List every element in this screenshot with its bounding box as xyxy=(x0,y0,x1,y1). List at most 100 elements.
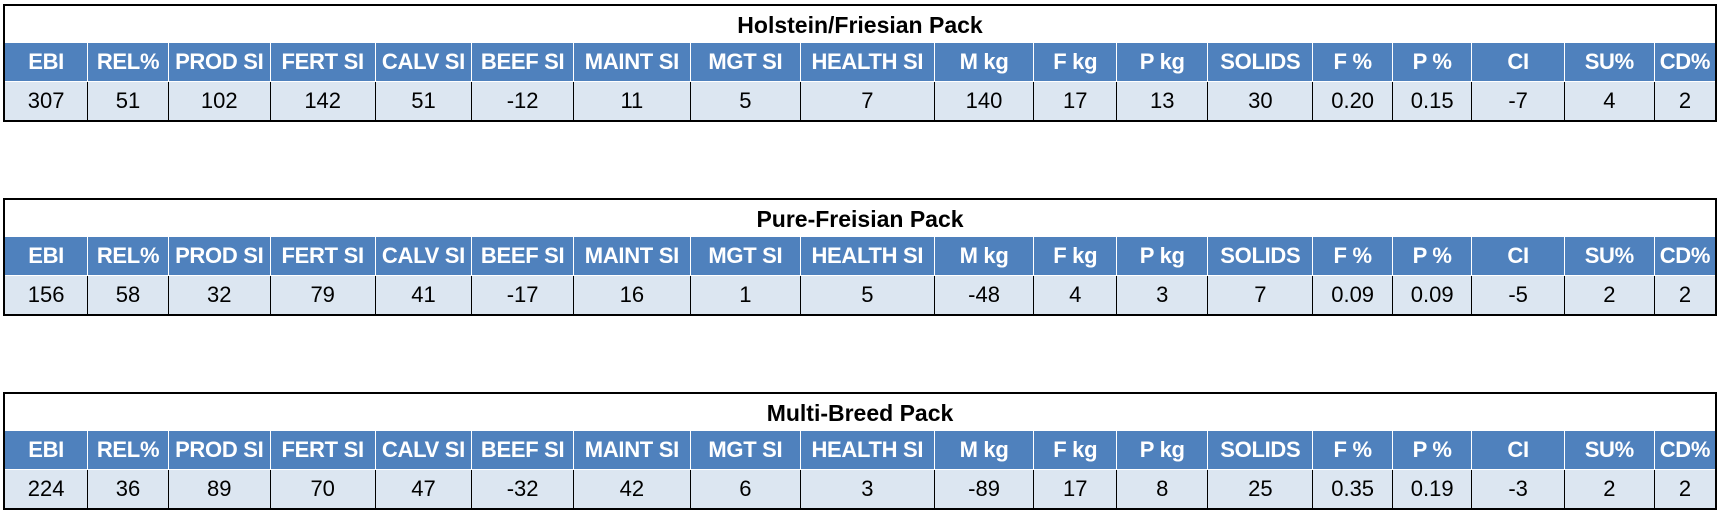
column-header: F % xyxy=(1312,430,1393,470)
value-cell: 6 xyxy=(689,469,801,508)
pack-table: Holstein/Friesian Pack EBI REL% PROD SI FERT… xyxy=(3,4,1717,122)
column-header: F kg xyxy=(1033,236,1117,276)
header-row: EBI REL% PROD SI FERT SI CALV SI BEEF SI MAINT… xyxy=(5,42,1715,82)
pack-values-table: EBI REL% PROD SI FERT SI CALV SI BEEF SI MAINT… xyxy=(5,430,1715,508)
column-header: CALV SI xyxy=(374,430,472,470)
header-row: EBI REL% PROD SI FERT SI CALV SI BEEF SI MAINT… xyxy=(5,430,1715,470)
column-header: M kg xyxy=(933,42,1034,82)
column-header: M kg xyxy=(933,236,1034,276)
column-header: F % xyxy=(1312,236,1393,276)
value-cell: 25 xyxy=(1207,469,1313,508)
column-header: PROD SI xyxy=(167,430,271,470)
value-row: 156 58 32 79 41 -17 16 1 5 -48 4 3 7 0.09 0.09 -5 2 2 xyxy=(5,275,1715,314)
column-header: SU% xyxy=(1563,42,1655,82)
value-cell: -32 xyxy=(471,469,574,508)
value-cell: 41 xyxy=(374,275,472,314)
header-row: EBI REL% PROD SI FERT SI CALV SI BEEF SI MAINT… xyxy=(5,236,1715,276)
value-row: 307 51 102 142 51 -12 11 5 7 140 17 13 30 0.20 0.15 -7 4… xyxy=(5,81,1715,120)
value-cell: 36 xyxy=(87,469,169,508)
value-cell: 0.09 xyxy=(1391,275,1472,314)
column-header: EBI xyxy=(5,42,88,82)
value-cell: 0.19 xyxy=(1391,469,1472,508)
column-header: MGT SI xyxy=(689,430,801,470)
column-header: F kg xyxy=(1033,42,1117,82)
value-cell: -5 xyxy=(1471,275,1565,314)
column-header: BEEF SI xyxy=(471,430,574,470)
column-header: F kg xyxy=(1033,430,1117,470)
column-header: MAINT SI xyxy=(573,430,691,470)
value-cell: 140 xyxy=(933,81,1034,120)
column-header: P % xyxy=(1391,236,1472,276)
value-cell: 2 xyxy=(1653,81,1715,120)
column-header: CI xyxy=(1471,430,1565,470)
column-header: CD% xyxy=(1653,430,1715,470)
column-header: P kg xyxy=(1116,42,1208,82)
value-cell: 42 xyxy=(573,469,691,508)
pack-title: Holstein/Friesian Pack xyxy=(737,12,983,38)
value-cell: 3 xyxy=(800,469,935,508)
value-cell: 5 xyxy=(689,81,801,120)
column-header: FERT SI xyxy=(269,42,376,82)
column-header: REL% xyxy=(87,236,169,276)
value-cell: 0.20 xyxy=(1312,81,1393,120)
value-cell: -89 xyxy=(933,469,1034,508)
value-cell: 70 xyxy=(269,469,376,508)
value-cell: -48 xyxy=(933,275,1034,314)
value-cell: -7 xyxy=(1471,81,1565,120)
pack-values-table: EBI REL% PROD SI FERT SI CALV SI BEEF SI MAINT… xyxy=(5,42,1715,120)
value-cell: 5 xyxy=(800,275,935,314)
value-cell: 13 xyxy=(1116,81,1208,120)
pack-title: Multi-Breed Pack xyxy=(766,400,954,426)
column-header: MGT SI xyxy=(689,236,801,276)
column-header: PROD SI xyxy=(167,236,271,276)
value-cell: -17 xyxy=(471,275,574,314)
column-header: HEALTH SI xyxy=(800,236,935,276)
value-cell: 2 xyxy=(1563,469,1655,508)
column-header: HEALTH SI xyxy=(800,430,935,470)
value-cell: 17 xyxy=(1033,469,1117,508)
column-header: P kg xyxy=(1116,236,1208,276)
column-header: BEEF SI xyxy=(471,236,574,276)
column-header: EBI xyxy=(5,430,88,470)
pack-title: Pure-Freisian Pack xyxy=(756,206,964,232)
column-header: SOLIDS xyxy=(1207,430,1313,470)
column-header: CALV SI xyxy=(374,236,472,276)
column-header: REL% xyxy=(87,42,169,82)
value-cell: 17 xyxy=(1033,81,1117,120)
value-cell: 142 xyxy=(269,81,376,120)
value-cell: 2 xyxy=(1653,469,1715,508)
value-cell: 2 xyxy=(1653,275,1715,314)
column-header: MAINT SI xyxy=(573,42,691,82)
value-cell: 16 xyxy=(573,275,691,314)
value-cell: 156 xyxy=(5,275,88,314)
column-header: F % xyxy=(1312,42,1393,82)
value-cell: 4 xyxy=(1033,275,1117,314)
column-header: SU% xyxy=(1563,236,1655,276)
column-header: P % xyxy=(1391,42,1472,82)
pack-table: Pure-Freisian Pack EBI REL% PROD SI FERT SI C… xyxy=(3,198,1717,316)
value-cell: 0.09 xyxy=(1312,275,1393,314)
value-cell: 32 xyxy=(167,275,271,314)
value-cell: 2 xyxy=(1563,275,1655,314)
column-header: EBI xyxy=(5,236,88,276)
column-header: BEEF SI xyxy=(471,42,574,82)
value-cell: 11 xyxy=(573,81,691,120)
value-cell: 0.35 xyxy=(1312,469,1393,508)
value-cell: 51 xyxy=(374,81,472,120)
value-cell: 3 xyxy=(1116,275,1208,314)
column-header: MGT SI xyxy=(689,42,801,82)
column-header: P % xyxy=(1391,430,1472,470)
value-cell: 4 xyxy=(1563,81,1655,120)
value-cell: 51 xyxy=(87,81,169,120)
column-header: P kg xyxy=(1116,430,1208,470)
value-cell: 89 xyxy=(167,469,271,508)
column-header: CI xyxy=(1471,236,1565,276)
column-header: CD% xyxy=(1653,236,1715,276)
column-header: CALV SI xyxy=(374,42,472,82)
value-cell: 0.15 xyxy=(1391,81,1472,120)
pack-table: Multi-Breed Pack EBI REL% PROD SI FERT SI CAL… xyxy=(3,392,1717,510)
value-cell: 102 xyxy=(167,81,271,120)
value-cell: 8 xyxy=(1116,469,1208,508)
column-header: M kg xyxy=(933,430,1034,470)
column-header: MAINT SI xyxy=(573,236,691,276)
